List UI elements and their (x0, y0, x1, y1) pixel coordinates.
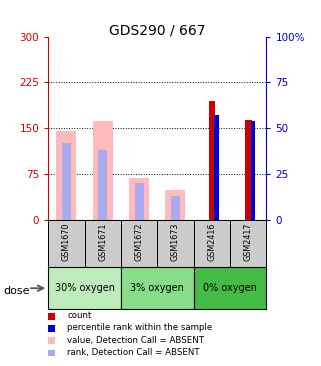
Text: GSM2416: GSM2416 (207, 223, 216, 261)
Text: percentile rank within the sample: percentile rank within the sample (67, 324, 213, 332)
Bar (62, 143, 71, 220)
Bar (245, 120, 252, 220)
Bar (93, 121, 113, 220)
Text: GSM1673: GSM1673 (171, 223, 180, 261)
Bar (98, 150, 107, 220)
Bar (251, 121, 255, 220)
Bar (194, 267, 266, 309)
Bar (166, 190, 186, 220)
Text: value, Detection Call = ABSENT: value, Detection Call = ABSENT (67, 336, 204, 344)
Bar (121, 267, 194, 309)
Bar (84, 220, 121, 267)
Bar (48, 220, 84, 267)
Bar (209, 101, 215, 220)
Text: GDS290 / 667: GDS290 / 667 (109, 24, 205, 38)
Text: GSM1671: GSM1671 (98, 223, 107, 261)
Text: GSM2417: GSM2417 (244, 223, 253, 261)
Bar (48, 267, 121, 309)
Bar (157, 220, 194, 267)
Bar (121, 220, 157, 267)
Bar (171, 196, 180, 220)
Bar (134, 183, 144, 220)
Text: 0% oxygen: 0% oxygen (203, 283, 257, 293)
Bar (230, 220, 266, 267)
Text: GSM1670: GSM1670 (62, 223, 71, 261)
Text: rank, Detection Call = ABSENT: rank, Detection Call = ABSENT (67, 348, 200, 356)
Text: 3% oxygen: 3% oxygen (130, 283, 184, 293)
Bar (129, 178, 149, 220)
Text: 30% oxygen: 30% oxygen (55, 283, 115, 293)
Text: GSM1672: GSM1672 (134, 223, 143, 261)
Bar (56, 131, 76, 220)
Text: dose: dose (3, 286, 30, 296)
Text: count: count (67, 311, 92, 320)
Bar (194, 220, 230, 267)
Bar (214, 115, 219, 220)
